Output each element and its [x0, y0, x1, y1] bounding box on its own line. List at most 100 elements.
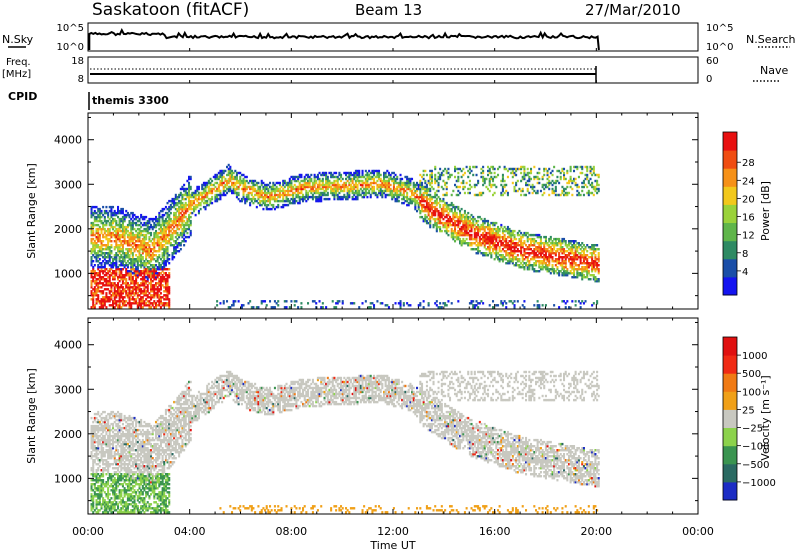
heatmap-cell — [282, 196, 284, 198]
heatmap-cell — [580, 194, 582, 196]
heatmap-cell — [505, 184, 507, 186]
heatmap-cell — [115, 240, 117, 242]
heatmap-cell — [500, 224, 502, 226]
heatmap-cell — [168, 272, 170, 274]
heatmap-cell — [520, 194, 522, 196]
heatmap-cell — [419, 302, 421, 304]
heatmap-cell — [525, 194, 527, 196]
heatmap-cell — [514, 300, 516, 302]
heatmap-cell — [378, 170, 380, 172]
heatmap-cell — [489, 190, 491, 192]
heatmap-cell — [327, 192, 329, 194]
heatmap-cell — [190, 230, 192, 232]
heatmap-cell — [575, 178, 577, 180]
heatmap-cell — [150, 232, 152, 234]
heatmap-cell — [102, 240, 104, 242]
heatmap-cell — [439, 302, 441, 304]
heatmap-cell — [186, 232, 188, 234]
heatmap-cell — [533, 186, 535, 188]
heatmap-cell — [315, 302, 317, 304]
heatmap-cell — [464, 186, 466, 188]
heatmap-cell — [527, 188, 529, 190]
heatmap-cell — [335, 306, 337, 308]
heatmap-cell — [142, 256, 144, 258]
heatmap-cell — [492, 306, 494, 308]
heatmap-cell — [219, 190, 221, 192]
heatmap-cell — [494, 192, 496, 194]
heatmap-cell — [362, 170, 364, 172]
heatmap-cell — [497, 304, 499, 306]
heatmap-cell — [462, 238, 464, 240]
heatmap-cell — [502, 174, 504, 176]
heatmap-cell — [416, 194, 418, 196]
heatmap-cell — [482, 166, 484, 168]
heatmap-cell — [373, 186, 375, 188]
heatmap-cell — [499, 166, 501, 168]
heatmap-cell — [446, 182, 448, 184]
heatmap-cell — [439, 168, 441, 170]
heatmap-cell — [527, 240, 529, 242]
heatmap-cell — [343, 194, 345, 196]
heatmap-cell — [92, 238, 94, 240]
heatmap-cell — [409, 304, 411, 306]
heatmap-cell — [188, 182, 190, 184]
heatmap-cell — [581, 190, 583, 192]
heatmap-cell — [105, 306, 107, 308]
heatmap-cell — [566, 170, 568, 172]
heatmap-cell — [340, 174, 342, 176]
heatmap-cell — [527, 168, 529, 170]
heatmap-cell — [565, 240, 567, 242]
heatmap-cell — [442, 198, 444, 200]
heatmap-cell — [522, 188, 524, 190]
heatmap-cell — [530, 168, 532, 170]
heatmap-cell — [300, 302, 302, 304]
heatmap-cell — [112, 206, 114, 208]
heatmap-cell — [520, 172, 522, 174]
heatmap-cell — [160, 292, 162, 294]
heatmap-cell — [294, 304, 296, 306]
heatmap-cell — [424, 170, 426, 172]
heatmap-cell — [167, 246, 169, 248]
heatmap-cell — [523, 300, 525, 302]
heatmap-cell — [145, 216, 147, 218]
heatmap-cell — [158, 254, 160, 256]
heatmap-cell — [286, 306, 288, 308]
heatmap-cell — [581, 166, 583, 168]
heatmap-cell — [357, 196, 359, 198]
heatmap-cell — [466, 238, 468, 240]
heatmap-cell — [104, 216, 106, 218]
heatmap-cell — [257, 182, 259, 184]
heatmap-cell — [505, 306, 507, 308]
heatmap-cell — [583, 194, 585, 196]
heatmap-cell — [467, 212, 469, 214]
heatmap-cell — [216, 300, 218, 302]
heatmap-cell — [477, 180, 479, 182]
heatmap-cell — [390, 184, 392, 186]
heatmap-cell — [482, 302, 484, 304]
heatmap-cell — [464, 192, 466, 194]
heatmap-cell — [342, 178, 344, 180]
heatmap-cell — [381, 302, 383, 304]
heatmap-cell — [307, 302, 309, 304]
heatmap-cell — [322, 178, 324, 180]
nsky-tick-bottom: 10^0 — [57, 42, 84, 53]
heatmap-cell — [571, 188, 573, 190]
heatmap-cell — [167, 282, 169, 284]
heatmap-cell — [466, 166, 468, 168]
heatmap-cell — [586, 174, 588, 176]
heatmap-cell — [170, 212, 172, 214]
heatmap-cell — [517, 300, 519, 302]
heatmap-cell — [471, 186, 473, 188]
heatmap-cell — [262, 208, 264, 210]
heatmap-cell — [219, 302, 221, 304]
freq-unit: [MHz] — [2, 69, 31, 80]
heatmap-cell — [504, 180, 506, 182]
heatmap-cell — [495, 186, 497, 188]
heatmap-cell — [366, 196, 368, 198]
heatmap-cell — [558, 182, 560, 184]
heatmap-cell — [168, 298, 170, 300]
heatmap-cell — [92, 260, 94, 262]
heatmap-cell — [110, 240, 112, 242]
nave-tick-top: 60 — [706, 56, 719, 67]
heatmap-cell — [538, 168, 540, 170]
